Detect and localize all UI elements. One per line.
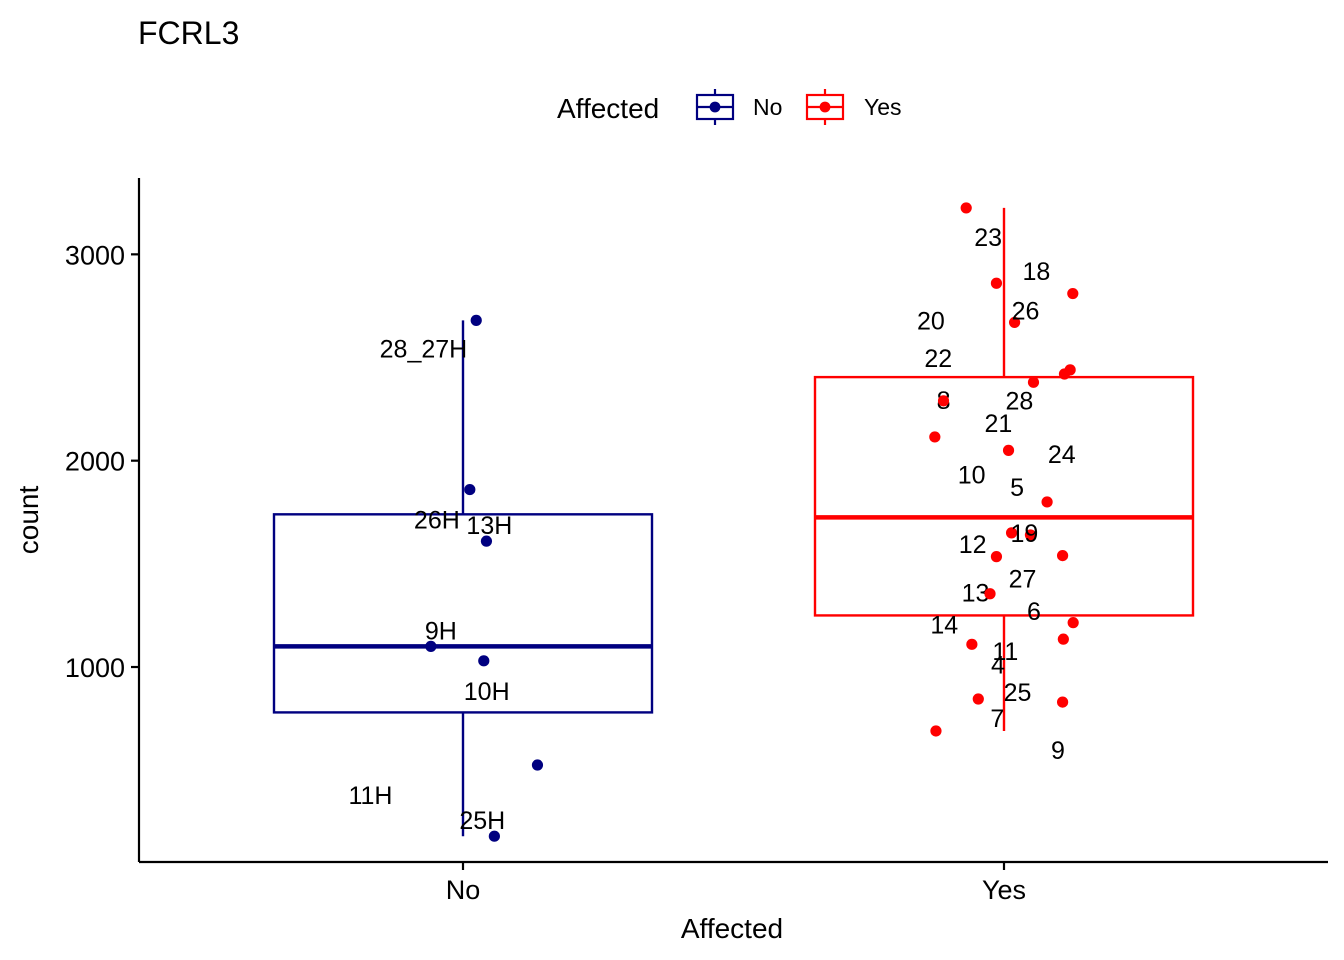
point-label: 27: [1009, 566, 1037, 594]
y-tick-label: 3000: [65, 240, 125, 270]
y-tick-label: 2000: [65, 447, 125, 477]
data-point: [1056, 696, 1069, 708]
data-point: [960, 202, 972, 214]
data-point: [984, 588, 996, 600]
data-point: [1056, 549, 1069, 562]
legend-key-yes: [805, 89, 845, 125]
point-label: 6: [1027, 598, 1041, 626]
point-label: 20: [917, 308, 945, 336]
legend: Affected No Yes: [557, 89, 902, 125]
data-point: [937, 395, 950, 407]
point-label: 18: [1022, 258, 1050, 286]
point-label: 11: [992, 638, 1018, 666]
data-point: [1008, 316, 1021, 329]
point-label: 24: [1048, 441, 1076, 469]
point-label: 19: [1010, 520, 1038, 548]
data-point: [1058, 368, 1071, 380]
data-point: [480, 535, 493, 547]
legend-key-dot: [819, 101, 831, 113]
data-point: [470, 314, 482, 326]
x-tick-label: No: [446, 875, 481, 905]
point-label: 23: [974, 224, 1002, 252]
data-point: [990, 551, 1003, 563]
y-tick-label: 1000: [65, 653, 125, 683]
legend-key-no: [695, 89, 735, 125]
data-point: [1067, 287, 1079, 300]
data-point: [464, 483, 476, 496]
legend-key-dot: [709, 101, 721, 113]
data-point: [1057, 633, 1069, 645]
point-label: 26: [1012, 297, 1040, 325]
data-point: [1041, 496, 1053, 508]
data-point: [966, 638, 978, 650]
point-label: 21: [985, 410, 1013, 438]
point-label: 10H: [464, 678, 510, 706]
point-label: 13H: [466, 512, 512, 540]
legend-label-yes: Yes: [864, 94, 902, 120]
data-point: [425, 640, 437, 652]
box: [272, 513, 654, 714]
group-yes: 23182026228282124105121927136141142579: [813, 202, 1195, 765]
point-label: 9H: [425, 617, 457, 645]
data-point: [478, 655, 490, 667]
data-point: [488, 830, 500, 842]
point-label: 12: [959, 531, 987, 559]
group-no: 28_27H 26H 13H 9H 10H 11H 25H: [272, 314, 654, 842]
x-tick-label: Yes: [982, 875, 1026, 905]
x-axis-title: Affected: [681, 913, 783, 944]
data-point: [531, 759, 544, 771]
data-point: [1002, 444, 1015, 456]
point-label: 28: [1005, 387, 1033, 415]
point-label: 11H: [348, 782, 392, 810]
data-point: [1067, 617, 1079, 629]
data-point: [1005, 527, 1018, 539]
point-label: 10: [958, 461, 986, 489]
data-point: [1024, 529, 1037, 541]
axes: 1000 2000 3000 No Yes: [65, 178, 1328, 905]
point-label: 4: [991, 651, 1005, 679]
point-label: 22: [924, 345, 952, 373]
y-axis-title: count: [13, 486, 44, 555]
point-label: 14: [930, 612, 958, 640]
point-label: 5: [1010, 474, 1024, 502]
point-label: 7: [990, 705, 1004, 733]
data-point: [972, 693, 984, 705]
legend-title: Affected: [557, 93, 659, 124]
data-point: [1027, 376, 1040, 388]
point-label: 9: [1051, 737, 1065, 765]
box: [813, 375, 1195, 617]
data-point: [930, 725, 942, 737]
point-label: 25: [1004, 679, 1032, 707]
data-point: [929, 431, 941, 443]
point-label: 25H: [459, 807, 505, 835]
data-point: [990, 277, 1003, 289]
point-label: 28_27H: [380, 335, 468, 363]
chart-title: FCRL3: [138, 15, 239, 51]
point-label: 26H: [414, 507, 460, 535]
legend-label-no: No: [753, 94, 782, 120]
plot-area: 28_27H26H13H9H10H11H25H23182026228282124…: [272, 202, 1195, 842]
